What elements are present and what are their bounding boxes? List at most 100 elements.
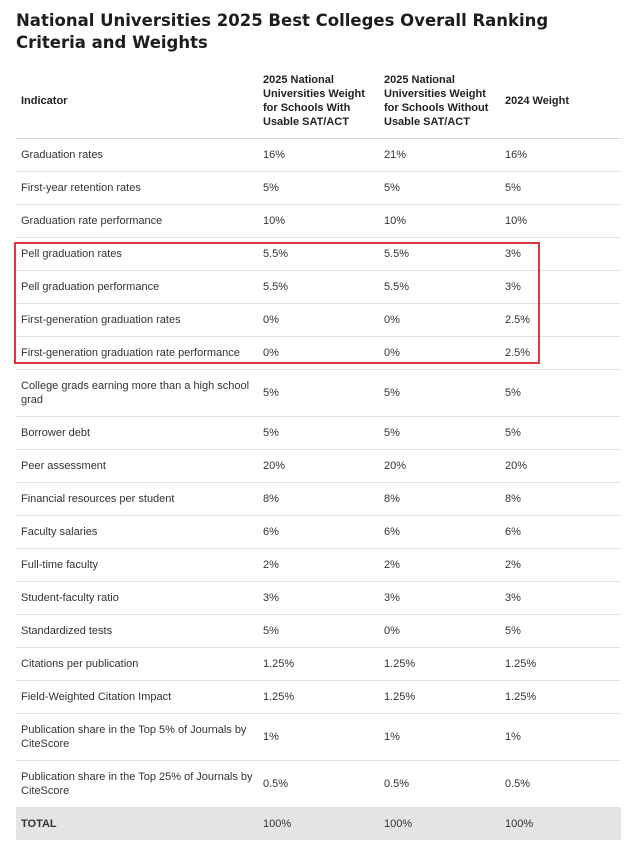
weight-2025-without-sat: 21% bbox=[379, 138, 500, 172]
table-row: Peer assessment 20% 20% 20% bbox=[16, 449, 621, 483]
weight-2024: 3% bbox=[500, 270, 621, 304]
weight-2025-without-sat: 20% bbox=[379, 449, 500, 483]
weight-2025-without-sat: 2% bbox=[379, 548, 500, 582]
weight-2025-with-sat: 5.5% bbox=[258, 237, 379, 271]
weight-2024: 2.5% bbox=[500, 336, 621, 370]
weight-2025-without-sat: 1.25% bbox=[379, 647, 500, 681]
weight-2025-with-sat: 16% bbox=[258, 138, 379, 172]
indicator-cell: First-generation graduation rates bbox=[16, 303, 258, 337]
weight-2025-without-sat: 5% bbox=[379, 171, 500, 205]
total-label: TOTAL bbox=[16, 807, 258, 840]
weight-2025-without-sat: 3% bbox=[379, 581, 500, 615]
page-title: National Universities 2025 Best Colleges… bbox=[16, 11, 549, 52]
indicator-cell: Faculty salaries bbox=[16, 515, 258, 549]
weight-2025-with-sat: 2% bbox=[258, 548, 379, 582]
header-2024-weight: 2024 Weight bbox=[500, 64, 621, 139]
weight-2025-without-sat: 6% bbox=[379, 515, 500, 549]
weight-2025-without-sat: 1.25% bbox=[379, 680, 500, 714]
weight-2025-with-sat: 5% bbox=[258, 416, 379, 450]
weight-2025-with-sat: 5.5% bbox=[258, 270, 379, 304]
weight-2025-without-sat: 10% bbox=[379, 204, 500, 238]
header-2025-without-sat: 2025 National Universities Weight for Sc… bbox=[379, 64, 500, 139]
weight-2025-without-sat: 8% bbox=[379, 482, 500, 516]
table-row: Field-Weighted Citation Impact 1.25% 1.2… bbox=[16, 680, 621, 714]
weight-2024: 2% bbox=[500, 548, 621, 582]
table-row: First-generation graduation rate perform… bbox=[16, 336, 621, 370]
weight-2025-without-sat: 0% bbox=[379, 614, 500, 648]
weight-2025-with-sat: 5% bbox=[258, 614, 379, 648]
weight-2025-with-sat: 1.25% bbox=[258, 680, 379, 714]
indicator-cell: Pell graduation performance bbox=[16, 270, 258, 304]
weight-2025-without-sat: 0.5% bbox=[379, 760, 500, 808]
weight-2024: 20% bbox=[500, 449, 621, 483]
indicator-cell: Pell graduation rates bbox=[16, 237, 258, 271]
weight-2025-without-sat: 5.5% bbox=[379, 270, 500, 304]
table-row: Graduation rates 16% 21% 16% bbox=[16, 138, 621, 172]
weight-2024: 1.25% bbox=[500, 647, 621, 681]
weight-2024: 0.5% bbox=[500, 760, 621, 808]
weight-2024: 2.5% bbox=[500, 303, 621, 337]
weight-2024: 8% bbox=[500, 482, 621, 516]
weight-2024: 1% bbox=[500, 713, 621, 761]
indicator-cell: Graduation rate performance bbox=[16, 204, 258, 238]
indicator-cell: Citations per publication bbox=[16, 647, 258, 681]
indicator-cell: Peer assessment bbox=[16, 449, 258, 483]
indicator-cell: Publication share in the Top 25% of Jour… bbox=[16, 760, 258, 808]
table-row: Graduation rate performance 10% 10% 10% bbox=[16, 204, 621, 238]
table-row: Faculty salaries 6% 6% 6% bbox=[16, 515, 621, 549]
indicator-cell: Financial resources per student bbox=[16, 482, 258, 516]
weight-2024: 6% bbox=[500, 515, 621, 549]
weight-2025-with-sat: 0% bbox=[258, 336, 379, 370]
weight-2024: 3% bbox=[500, 237, 621, 271]
weight-2024: 5% bbox=[500, 369, 621, 417]
weight-2025-without-sat: 0% bbox=[379, 336, 500, 370]
indicator-cell: Full-time faculty bbox=[16, 548, 258, 582]
table-row: Standardized tests 5% 0% 5% bbox=[16, 614, 621, 648]
weight-2025-with-sat: 1.25% bbox=[258, 647, 379, 681]
weight-2025-without-sat: 5% bbox=[379, 369, 500, 417]
table-row: Citations per publication 1.25% 1.25% 1.… bbox=[16, 647, 621, 681]
table-row: Borrower debt 5% 5% 5% bbox=[16, 416, 621, 450]
weight-2025-with-sat: 6% bbox=[258, 515, 379, 549]
table-row: College grads earning more than a high s… bbox=[16, 369, 621, 417]
indicator-cell: First-year retention rates bbox=[16, 171, 258, 205]
weight-2024: 16% bbox=[500, 138, 621, 172]
weight-2025-with-sat: 5% bbox=[258, 369, 379, 417]
weight-2024: 1.25% bbox=[500, 680, 621, 714]
table-row: Publication share in the Top 25% of Jour… bbox=[16, 760, 621, 808]
indicator-cell: Borrower debt bbox=[16, 416, 258, 450]
weight-2025-with-sat: 8% bbox=[258, 482, 379, 516]
indicator-cell: College grads earning more than a high s… bbox=[16, 369, 258, 417]
weight-2025-with-sat: 0% bbox=[258, 303, 379, 337]
table-row: Pell graduation performance 5.5% 5.5% 3% bbox=[16, 270, 621, 304]
weight-2025-with-sat: 5% bbox=[258, 171, 379, 205]
weight-2025-with-sat: 0.5% bbox=[258, 760, 379, 808]
total-2024: 100% bbox=[500, 807, 621, 840]
total-2025-with-sat: 100% bbox=[258, 807, 379, 840]
indicator-cell: Standardized tests bbox=[16, 614, 258, 648]
table-row: Full-time faculty 2% 2% 2% bbox=[16, 548, 621, 582]
total-2025-without-sat: 100% bbox=[379, 807, 500, 840]
weight-2025-with-sat: 1% bbox=[258, 713, 379, 761]
ranking-weights-table: Indicator 2025 National Universities Wei… bbox=[16, 64, 621, 840]
weight-2025-without-sat: 0% bbox=[379, 303, 500, 337]
table-row: First-generation graduation rates 0% 0% … bbox=[16, 303, 621, 337]
indicator-cell: Publication share in the Top 5% of Journ… bbox=[16, 713, 258, 761]
header-indicator: Indicator bbox=[16, 64, 258, 139]
weight-2024: 5% bbox=[500, 416, 621, 450]
indicator-cell: First-generation graduation rate perform… bbox=[16, 336, 258, 370]
weight-2025-without-sat: 5.5% bbox=[379, 237, 500, 271]
header-row: Indicator 2025 National Universities Wei… bbox=[16, 64, 621, 139]
weight-2025-without-sat: 1% bbox=[379, 713, 500, 761]
weight-2025-with-sat: 3% bbox=[258, 581, 379, 615]
weight-2024: 5% bbox=[500, 614, 621, 648]
table-row: First-year retention rates 5% 5% 5% bbox=[16, 171, 621, 205]
weight-2025-with-sat: 20% bbox=[258, 449, 379, 483]
weight-2024: 10% bbox=[500, 204, 621, 238]
indicator-cell: Graduation rates bbox=[16, 138, 258, 172]
header-2025-with-sat: 2025 National Universities Weight for Sc… bbox=[258, 64, 379, 139]
table-row: Student-faculty ratio 3% 3% 3% bbox=[16, 581, 621, 615]
weight-2024: 5% bbox=[500, 171, 621, 205]
weight-2025-with-sat: 10% bbox=[258, 204, 379, 238]
